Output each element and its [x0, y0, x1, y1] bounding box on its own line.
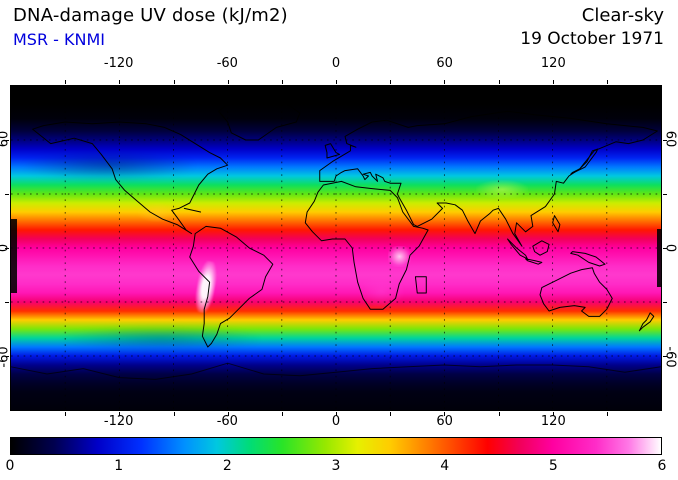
axis-tick [444, 80, 446, 84]
coastline-japan [570, 148, 599, 175]
lon-tick-label: 0 [331, 414, 341, 429]
source-label: MSR - KNMI [13, 30, 106, 49]
axis-tick [663, 193, 667, 195]
coastline-new-guinea [570, 251, 606, 267]
coastlines [11, 98, 661, 380]
axis-tick [65, 80, 67, 84]
axis-tick [281, 412, 283, 416]
axis-tick [119, 80, 121, 84]
coastline-antarctica [11, 362, 661, 380]
axis-tick [444, 412, 446, 416]
coastline-borneo [532, 240, 550, 256]
map-frame [5, 80, 667, 416]
missing-data-strip-left [11, 218, 17, 294]
lon-tick-label: 120 [540, 414, 566, 429]
axis-tick [227, 80, 229, 84]
lon-tick-label: 60 [436, 56, 453, 71]
axis-tick [498, 80, 500, 84]
lon-axis-labels-bottom: -120 -60 0 60 120 [10, 414, 662, 429]
colorbar-tick-label: 3 [331, 458, 341, 474]
condition-label: Clear-sky [581, 5, 664, 26]
lon-tick-label: -60 [216, 414, 238, 429]
colorbar [10, 437, 662, 455]
axis-tick [227, 412, 229, 416]
map-overlay-svg [11, 86, 661, 410]
axis-tick [498, 412, 500, 416]
axis-tick [5, 248, 9, 249]
axis-tick [552, 80, 554, 84]
date-label: 19 October 1971 [520, 29, 664, 49]
axis-tick [336, 80, 337, 84]
colorbar-tick-label: 4 [440, 458, 450, 474]
colorbar-tick-label: 5 [548, 458, 558, 474]
coastline-sumatra [507, 238, 528, 260]
lon-tick-label: 60 [436, 414, 453, 429]
lon-tick-label: -120 [103, 56, 134, 71]
axis-tick [663, 302, 667, 303]
coastline-britain [324, 143, 341, 159]
coastline-madagascar [414, 276, 427, 294]
coastline-java [525, 258, 543, 265]
coastline-eurasia [319, 110, 658, 247]
page-title: DNA-damage UV dose (kJ/m2) [13, 5, 288, 26]
axis-tick [390, 412, 392, 416]
axis-tick [5, 193, 9, 195]
colorbar-tick-label: 0 [5, 458, 15, 474]
lon-tick-label: -60 [216, 56, 238, 71]
coastline-south-america [189, 225, 274, 348]
graticule [11, 86, 661, 410]
coastline-philippines [552, 215, 561, 233]
axis-tick [663, 248, 667, 249]
coastline-greenland [218, 98, 301, 141]
colorbar-tick-label: 6 [657, 458, 667, 474]
colorbar-tick-label: 2 [222, 458, 232, 474]
coastline-new-zealand [638, 312, 655, 332]
axis-tick [390, 80, 392, 84]
lon-tick-label: 0 [331, 56, 341, 71]
coastline-north-america [32, 121, 229, 235]
colorbar-tick-label: 1 [114, 458, 124, 474]
colorbar-labels: 0 1 2 3 4 5 6 [6, 458, 667, 474]
missing-data-strip-right [657, 228, 661, 287]
axis-tick [173, 80, 175, 84]
lon-tick-label: -120 [103, 414, 134, 429]
axis-tick [173, 412, 175, 416]
axis-tick [281, 80, 283, 84]
axis-tick [663, 355, 667, 357]
coastline-cuba [183, 207, 202, 213]
axis-tick [5, 302, 9, 303]
axis-tick [65, 412, 67, 416]
lon-tick-label: 120 [540, 56, 566, 71]
coastline-africa [304, 180, 429, 310]
axis-tick [336, 412, 337, 416]
coastline-australia [539, 267, 613, 317]
axis-tick [606, 80, 608, 84]
axis-tick [663, 140, 667, 141]
axis-tick [119, 412, 121, 416]
axis-tick [5, 140, 9, 141]
lon-axis-labels-top: -120 -60 0 60 120 [10, 56, 662, 71]
axis-tick [5, 355, 9, 357]
axis-tick [552, 412, 554, 416]
axis-tick [606, 412, 608, 416]
